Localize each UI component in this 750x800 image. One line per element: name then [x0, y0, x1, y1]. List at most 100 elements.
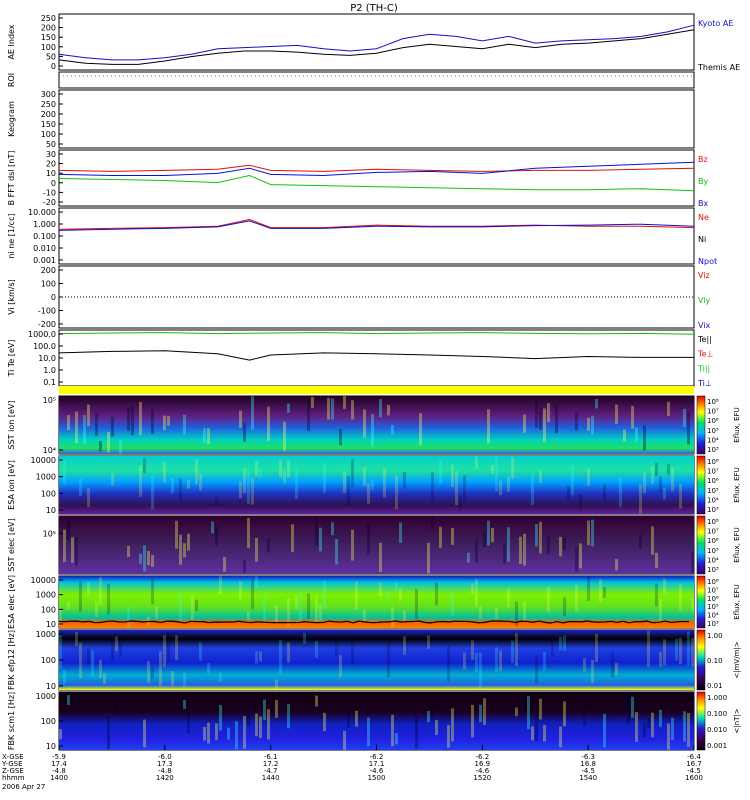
- esa-elec-texture-band: [179, 594, 182, 622]
- sst-elec-texture-band: [319, 527, 322, 552]
- sst-elec-texture-band: [139, 553, 142, 564]
- ae-ytick-label: 150: [41, 33, 56, 42]
- sst-elec-texture-band: [535, 523, 538, 547]
- sst-elec-texture-band: [315, 516, 318, 546]
- sst-elec-texture-band: [255, 537, 258, 562]
- esa-elec-texture-band: [435, 582, 438, 606]
- bfield-panel-frame: [58, 149, 695, 207]
- density-series-ne: [58, 218, 695, 230]
- fbk-b-texture-band: [667, 723, 670, 750]
- density-ylabel: ni ne [1/cc]: [7, 213, 16, 258]
- esa-elec-colorbar-label: Eflux, EFU: [733, 584, 741, 619]
- fbk-e-ytick-label: 100: [41, 656, 56, 665]
- fbk-e-texture-band: [279, 639, 282, 675]
- esa-ion-texture-band: [459, 496, 462, 512]
- fbk-e-texture-band: [543, 651, 546, 671]
- esa-ion-colorbar-tick: 10³: [707, 506, 719, 514]
- sst-ion-colorbar-tick: 10⁸: [707, 398, 719, 406]
- sst-elec-colorbar-tick: 10³: [707, 566, 719, 574]
- x-row-value: 1420: [156, 774, 174, 782]
- x-row-value: 17.2: [263, 760, 279, 768]
- esa-ion-texture-band: [323, 463, 326, 493]
- esa-ion-texture-band: [603, 484, 606, 503]
- x-row-value: 1540: [579, 774, 597, 782]
- x-row-value: -4.6: [475, 767, 489, 775]
- spectrogram-texture: [58, 396, 694, 750]
- esa-ion-texture-band: [367, 483, 370, 504]
- sst-ion-texture-band: [535, 401, 538, 428]
- esa-ion-texture-band: [571, 465, 574, 496]
- fbk-b-texture-band: [143, 719, 146, 748]
- esa-elec-spectrogram: [59, 576, 694, 628]
- fbk-b-texture-band: [543, 724, 546, 742]
- fbk-b-texture-band: [627, 693, 630, 724]
- sst-elec-texture-band: [71, 537, 74, 563]
- fbk-e-texture-band: [315, 641, 318, 658]
- esa-elec-texture-band: [575, 584, 578, 612]
- esa-elec-texture-band: [379, 582, 382, 597]
- esa-elec-texture-band: [307, 593, 310, 620]
- esa-elec-texture-band: [99, 577, 102, 606]
- x-row-value: -6.2: [370, 753, 384, 761]
- fbk-e-texture-band: [499, 650, 502, 672]
- esa-ion-ytick-label: 10: [46, 506, 56, 515]
- keogram-ytick-label: 50: [46, 140, 56, 149]
- fbk-b-texture-band: [471, 704, 474, 738]
- esa-ion-texture-band: [651, 465, 654, 485]
- bfield-series-bx: [58, 174, 695, 192]
- x-row-value: -5.9: [52, 753, 66, 761]
- esa-ion-texture-band: [439, 459, 442, 485]
- x-row-value: -6.2: [475, 753, 489, 761]
- ae-series-themis-ae: [58, 29, 695, 65]
- bfield-ytick-label: 30: [46, 150, 56, 159]
- fbk-b-texture-band: [603, 713, 606, 748]
- fbk-b-texture-band: [647, 718, 650, 729]
- esa-elec-texture-band: [475, 579, 478, 608]
- esa-ion-texture-band: [383, 468, 386, 498]
- fbk-b-texture-band: [427, 710, 430, 723]
- fbk-b-colorbar-tick: 0.100: [707, 710, 727, 718]
- fbk-e-texture-band: [611, 652, 614, 678]
- density-legend-npot: Npot: [698, 257, 717, 266]
- fbk-e-texture-band: [167, 631, 170, 662]
- fbk-b-texture-band: [515, 707, 518, 717]
- x-row-value: -6.4: [687, 753, 701, 761]
- sst-elec-texture-band: [247, 517, 250, 549]
- roi-panel-frame: [58, 71, 695, 89]
- sst-ion-texture-band: [167, 415, 170, 426]
- esa-ion-texture-band: [587, 468, 590, 486]
- fbk-e-texture-band: [351, 633, 354, 665]
- esa-elec-texture-band: [219, 576, 222, 594]
- fbk-b-ytick-label: 1000: [36, 692, 56, 701]
- sst-elec-texture-band: [439, 526, 442, 548]
- fbk-e-texture-band: [463, 652, 466, 670]
- sst-ion-texture-band: [591, 415, 594, 435]
- esa-elec-texture-band: [403, 610, 406, 623]
- velocity-legend-viy: Viy: [698, 296, 711, 305]
- sst-ion-texture-band: [643, 425, 646, 451]
- x-row-value: 17.3: [157, 760, 173, 768]
- ae-panel-frame: [58, 13, 695, 71]
- fbk-b-texture-band: [451, 708, 454, 742]
- sst-ion-texture-band: [351, 400, 354, 420]
- fbk-b-texture-band: [207, 722, 210, 744]
- sst-ion-texture-band: [539, 407, 542, 430]
- esa-elec-texture-band: [191, 595, 194, 622]
- sst-ion-texture-band: [243, 422, 246, 442]
- esa-elec-texture-band: [363, 609, 366, 622]
- fbk-e-texture-band: [115, 636, 118, 652]
- fbk-b-texture-band: [559, 726, 562, 748]
- velocity-ytick-label: -200: [38, 320, 56, 329]
- sst-elec-spectrogram: [59, 516, 694, 574]
- fbk-b-texture-band: [227, 727, 230, 740]
- sst-ion-ylabel: SST ion [eV]: [7, 401, 16, 450]
- sst-elec-texture-band: [507, 527, 510, 562]
- fbk-e-texture-band: [147, 661, 150, 684]
- esa-ion-texture-band: [343, 471, 346, 493]
- fbk-b-texture-band: [183, 700, 186, 709]
- esa-ion-texture-band: [475, 456, 478, 469]
- esa-ion-texture-band: [371, 480, 374, 490]
- x-row-value: 16.8: [580, 760, 596, 768]
- esa-ion-colorbar: [696, 455, 706, 515]
- x-row-label: X-GSE: [2, 753, 24, 761]
